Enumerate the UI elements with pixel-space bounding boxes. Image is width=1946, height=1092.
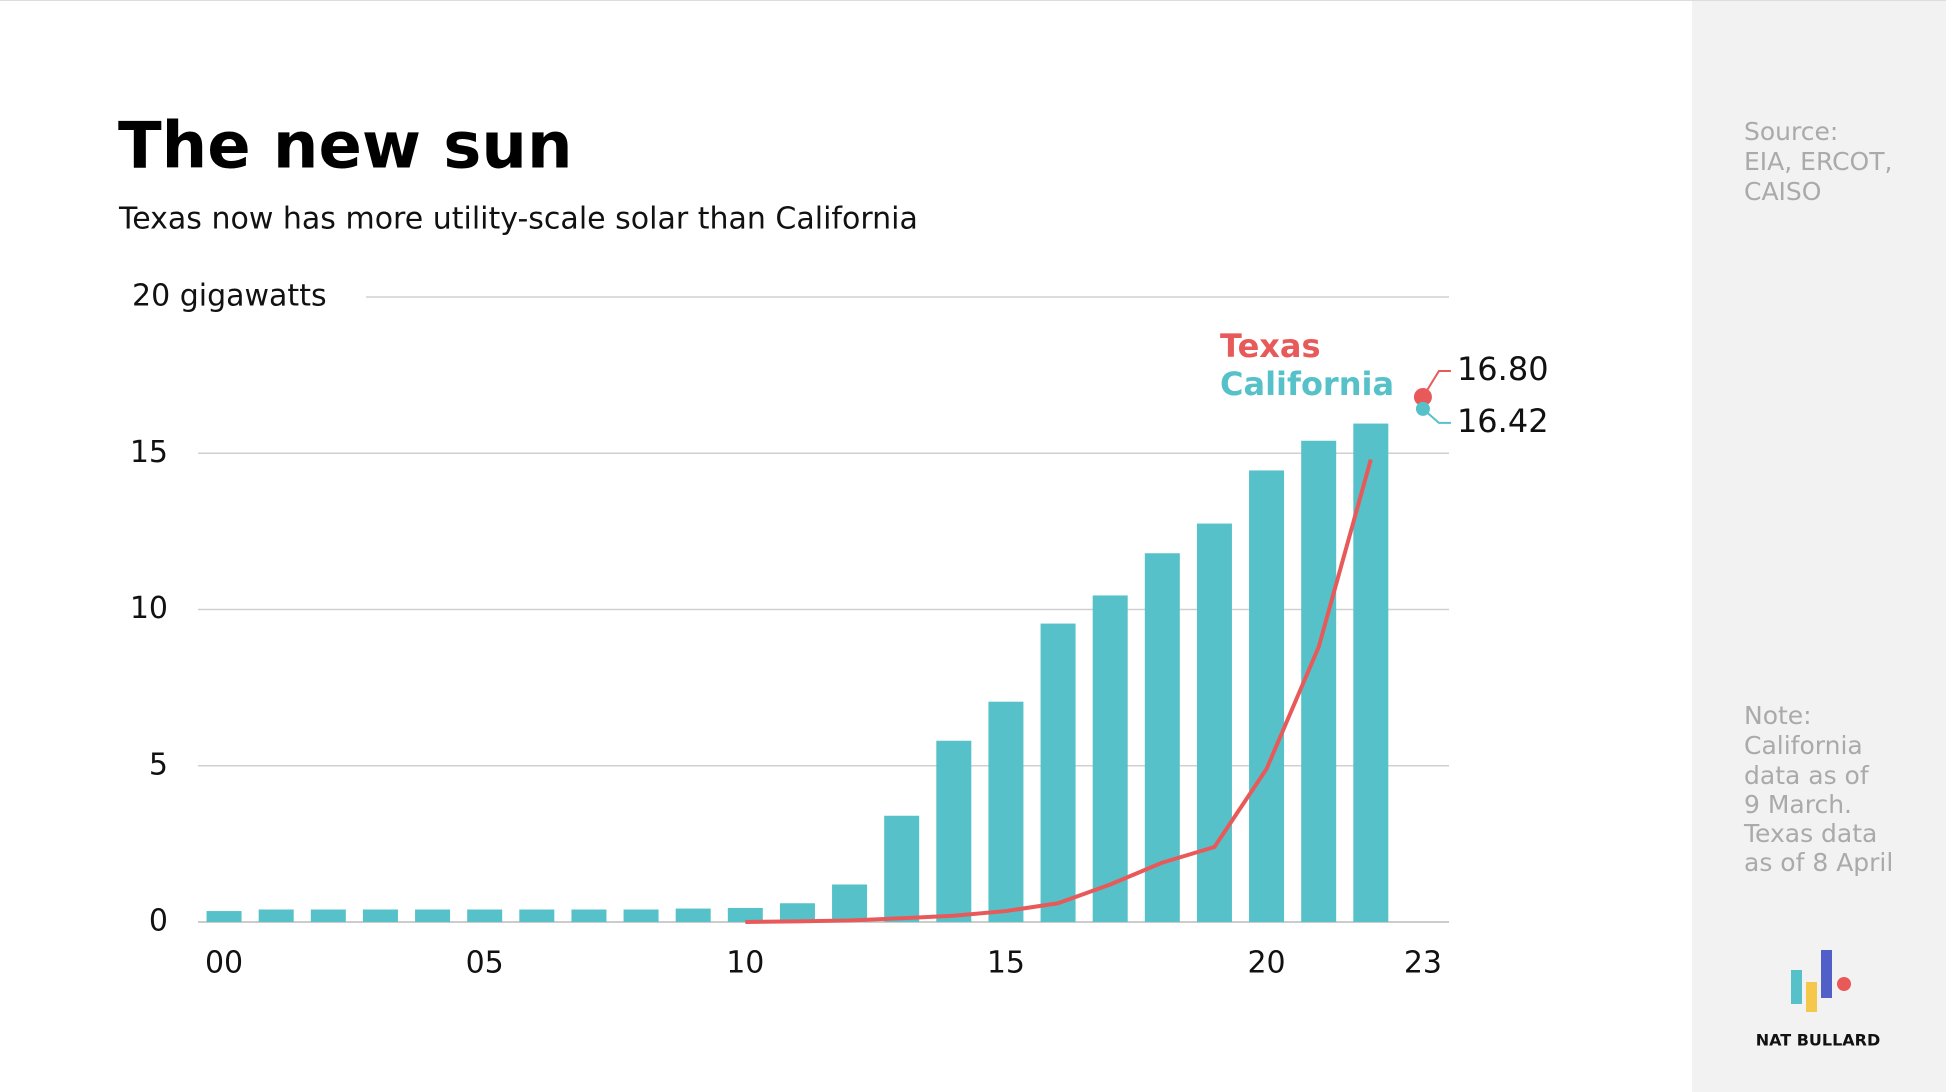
bar [1301, 440, 1337, 922]
logo-bar [1806, 982, 1817, 1012]
bar [310, 909, 346, 922]
label-connector [1422, 408, 1451, 424]
bar [571, 909, 607, 922]
chart-subtitle: Texas now has more utility-scale solar t… [118, 202, 918, 237]
bar [623, 909, 659, 922]
source-line: CAISO [1744, 177, 1821, 206]
label-connector [1422, 370, 1451, 398]
y-tick-label: 15 [130, 435, 168, 470]
x-tick-label: 15 [987, 946, 1025, 981]
legend-label: California [1220, 365, 1394, 403]
bar [206, 911, 242, 922]
latest-point [1415, 401, 1430, 416]
bar [675, 908, 711, 922]
bar [727, 907, 763, 922]
note-line: Texas data [1743, 819, 1877, 848]
note-line: California [1744, 731, 1863, 760]
bar [519, 909, 555, 922]
line [745, 458, 1373, 924]
note: Note: California data as of 9 March. Tex… [1743, 701, 1893, 877]
y-unit-box [118, 267, 364, 327]
bar [1249, 470, 1285, 922]
note-line: 9 March. [1744, 790, 1852, 819]
source-line: EIA, ERCOT, [1744, 147, 1892, 176]
x-tick-label: 23 [1404, 946, 1442, 981]
bar [884, 815, 920, 922]
bar [258, 909, 294, 922]
value-label: 16.80 [1457, 350, 1549, 388]
x-tick-label: 00 [205, 946, 243, 981]
bar [415, 909, 451, 922]
logo-bar [1821, 950, 1832, 998]
brand-logo [1791, 950, 1851, 1012]
bar [779, 903, 815, 922]
bar [467, 909, 503, 922]
y-tick-label: 5 [149, 747, 168, 782]
note-line: as of 8 April [1744, 848, 1893, 877]
note-line: data as of [1744, 761, 1870, 790]
legend-label: Texas [1220, 327, 1321, 365]
bar [832, 884, 868, 922]
bar [988, 701, 1024, 922]
x-tick-label: 20 [1247, 946, 1285, 981]
y-tick-label: 0 [149, 904, 168, 939]
x-tick-label: 10 [726, 946, 764, 981]
sidebar [1692, 1, 1946, 1092]
source-line: Source: [1744, 117, 1838, 146]
y-tick-label: 10 [130, 591, 168, 626]
x-tick-label: 05 [466, 946, 504, 981]
brand: NAT BULLARD [1756, 1031, 1881, 1050]
note-line: Note: [1744, 701, 1812, 730]
bar [362, 909, 398, 922]
bar [1196, 523, 1232, 922]
latest-point [1413, 388, 1432, 406]
source: Source: EIA, ERCOT, CAISO [1744, 117, 1892, 206]
logo-bar [1791, 970, 1802, 1004]
bar [936, 740, 972, 922]
chart-title: The new sun [118, 110, 573, 184]
bar [1040, 623, 1076, 922]
logo-dot [1837, 977, 1851, 991]
value-label: 16.42 [1457, 402, 1549, 440]
y-tick-label: 20 gigawatts [132, 279, 327, 314]
bar [1092, 595, 1128, 922]
